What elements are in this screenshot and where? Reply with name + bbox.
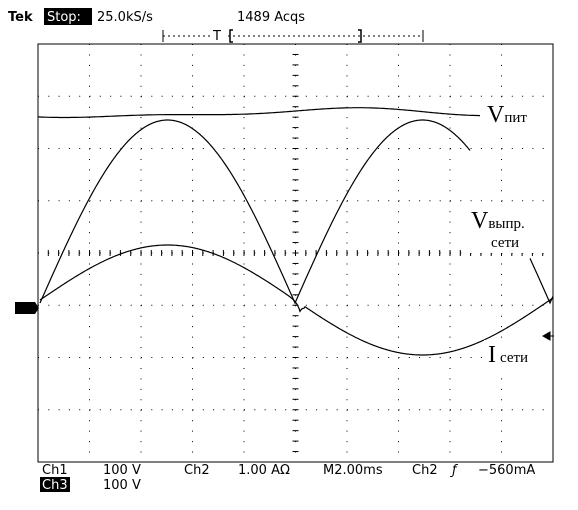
state: Stop: [47, 10, 81, 25]
label-bg [484, 340, 544, 370]
timebase: M2.00ms [323, 463, 383, 478]
trigger-slope: ƒ [449, 463, 459, 478]
state-box [44, 8, 92, 25]
symbol: I [488, 342, 496, 368]
sample-rate: 25.0kS/s [97, 10, 153, 25]
acquisitions: 1489 Acqs [237, 10, 305, 25]
trigger-level: −560mA [478, 463, 535, 478]
label-bg [484, 100, 544, 130]
waveform-supply [38, 107, 480, 119]
waveform-current [39, 244, 554, 356]
trigger-bg [212, 30, 226, 42]
trigger-source: Ch2 [412, 463, 438, 478]
trigger-level-marker [541, 331, 554, 341]
ch2-label: Ch2 [184, 463, 210, 478]
symbol: V [487, 102, 505, 128]
ch3-scale: 100 V [103, 478, 141, 493]
graticule [37, 43, 553, 463]
view-window [229, 29, 362, 43]
graticule-frame [37, 43, 554, 463]
subscript: пит [504, 110, 527, 126]
symbol: V [471, 208, 489, 234]
ch1-scale: 100 V [103, 463, 141, 478]
subscript: выпр. [488, 216, 524, 232]
trace-label-line2: сети [491, 235, 519, 251]
ground-marker [15, 302, 39, 314]
trigger-position: T [212, 29, 221, 44]
ch3-label: Ch3 [42, 478, 68, 493]
label-bg [468, 205, 544, 253]
ch1-label: Ch1 [42, 463, 68, 478]
ch2-scale: 1.00 AΩ [238, 463, 290, 478]
trace-label: Vвыпр. [471, 208, 525, 234]
subscript: сети [500, 350, 528, 366]
trace-label: Vпит [487, 102, 527, 128]
ch3-box [40, 477, 70, 492]
brand: Tek [8, 10, 33, 25]
